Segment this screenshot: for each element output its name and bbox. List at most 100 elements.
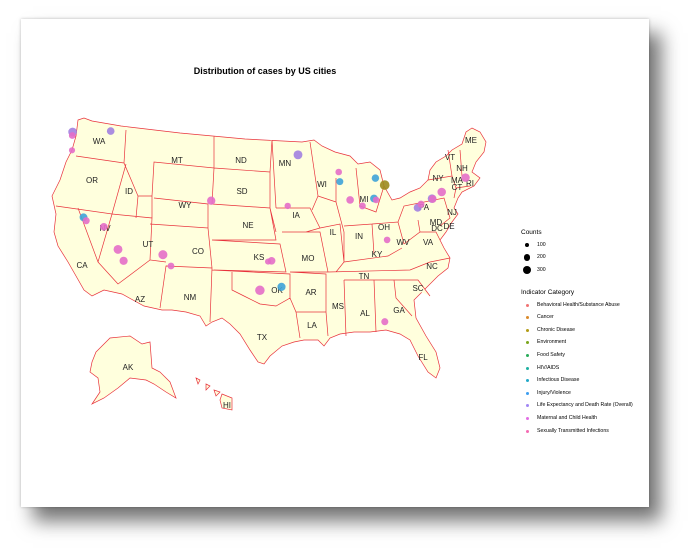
state-label-hi: HI (223, 401, 231, 410)
city-point (255, 285, 265, 296)
city-point (358, 202, 366, 210)
category-legend-label: Food Safety (537, 351, 565, 358)
state-label-sd: SD (236, 187, 247, 196)
category-legend-dot (525, 391, 529, 395)
counts-legend-dot (523, 266, 531, 274)
alaska-outline (89, 335, 177, 405)
state-label-md: MD (430, 218, 443, 227)
state-label-ut: UT (143, 240, 154, 249)
category-legend-dot (525, 416, 529, 420)
city-point (346, 196, 354, 204)
city-point (379, 180, 390, 190)
state-label-va: VA (423, 238, 434, 247)
state-label-nj: NJ (447, 208, 457, 217)
state-label-ri: RI (466, 179, 474, 188)
state-label-nm: NM (184, 293, 197, 302)
category-legend-dot (525, 316, 529, 320)
city-points (68, 127, 470, 326)
city-point (461, 173, 470, 182)
state-label-oh: OH (378, 223, 390, 232)
state-label-or: OR (86, 176, 98, 185)
state-label-co: CO (192, 247, 204, 256)
state-label-wa: WA (93, 137, 106, 146)
state-label-il: IL (330, 228, 337, 237)
state-label-mn: MN (279, 159, 292, 168)
city-point (381, 318, 389, 326)
counts-legend-title: Counts (521, 229, 542, 236)
state-label-in: IN (355, 232, 363, 241)
state-label-wv: WV (397, 238, 411, 247)
city-point (371, 174, 380, 182)
state-label-al: AL (360, 309, 370, 318)
state-labels: WAORCANVIDMTWYUTAZCONMNDSDNEKSOKTXMNIAMO… (76, 136, 477, 410)
city-point (119, 256, 128, 265)
category-legend-title: Indicator Category (521, 289, 575, 296)
category-legend-dot (525, 404, 529, 408)
state-label-wi: WI (317, 180, 327, 189)
category-legend-dot (525, 341, 529, 345)
category-legend-label: Sexually Transmitted Infections (537, 427, 609, 434)
state-label-ms: MS (332, 302, 344, 311)
state-label-sc: SC (412, 284, 423, 293)
state-label-ct: CT (452, 183, 463, 192)
city-point (293, 150, 303, 160)
state-label-ny: NY (432, 174, 444, 183)
state-label-ga: GA (393, 306, 405, 315)
state-label-ma: MA (451, 176, 464, 185)
category-legend-label: Chronic Disease (537, 326, 576, 333)
category-legend-label: Behavioral Health/Substance Abuse (537, 301, 620, 308)
city-point (207, 196, 216, 205)
state-label-ks: KS (254, 253, 265, 262)
state-label-ne: NE (242, 221, 253, 230)
category-legend-label: Infectious Disease (537, 377, 580, 384)
category-legend-label: Maternal and Child Health (537, 414, 597, 421)
category-legend-label: Environment (537, 339, 567, 346)
state-label-nd: ND (235, 156, 247, 165)
state-label-wy: WY (179, 201, 193, 210)
state-label-ak: AK (123, 363, 134, 372)
city-point (372, 196, 380, 204)
category-legend-dot (525, 366, 529, 370)
city-point (383, 236, 391, 244)
city-point (428, 195, 437, 203)
state-label-de: DE (443, 222, 454, 231)
state-label-vt: VT (445, 153, 455, 162)
city-point (437, 187, 446, 197)
category-legend-label: Cancer (537, 314, 554, 321)
state-borders (55, 129, 471, 339)
city-point (336, 178, 344, 186)
city-point (167, 262, 175, 270)
state-label-tn: TN (359, 272, 370, 281)
city-point (284, 202, 291, 210)
category-legend-label: Injury/Violence (537, 389, 571, 396)
city-point (68, 147, 76, 154)
city-point (82, 217, 90, 225)
state-label-me: ME (465, 136, 477, 145)
hawaii-islands (195, 377, 233, 411)
city-point (417, 200, 425, 208)
state-label-az: AZ (135, 295, 145, 304)
city-point (335, 168, 343, 176)
state-label-mo: MO (302, 254, 315, 263)
state-label-ar: AR (305, 288, 316, 297)
city-point (158, 250, 168, 260)
category-legend-dot (525, 429, 529, 433)
state-label-dc: DC (431, 224, 443, 233)
counts-legend-dot (524, 242, 530, 248)
state-label-ok: OK (271, 286, 283, 295)
state-boundaries (51, 117, 487, 411)
state-label-ia: IA (292, 211, 300, 220)
state-label-ky: KY (372, 250, 383, 259)
counts-legend-label: 100 (537, 241, 546, 248)
category-legend-dot (525, 353, 529, 357)
state-label-id: ID (125, 187, 133, 196)
state-label-fl: FL (418, 353, 428, 362)
counts-legend-dot (523, 254, 531, 261)
category-legend-label: HIV/AIDS (537, 364, 560, 371)
city-point (68, 132, 76, 139)
city-point (113, 244, 123, 254)
map-title: Distribution of cases by US cities (193, 66, 337, 76)
city-point (265, 258, 272, 265)
state-label-mi: MI (360, 195, 369, 204)
